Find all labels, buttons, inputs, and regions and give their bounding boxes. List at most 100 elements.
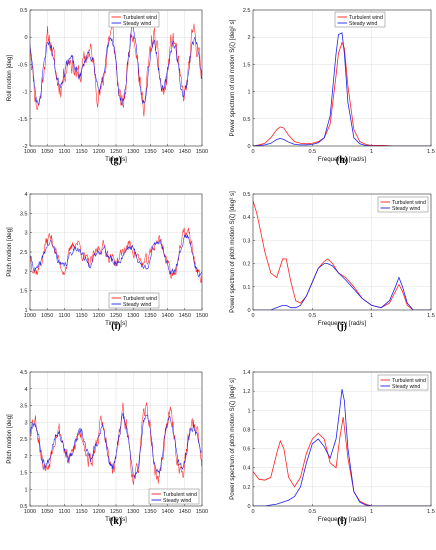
x-tick-label: 1450 bbox=[179, 149, 191, 155]
panel-caption: (h) bbox=[336, 155, 348, 166]
x-axis-label: Time [s] bbox=[105, 320, 127, 327]
x-tick-label: 1200 bbox=[93, 149, 105, 155]
y-axis-label: Power spectrum of pitch motion S(ζ) [deg… bbox=[229, 191, 236, 313]
y-tick-label: 1.5 bbox=[20, 471, 28, 477]
y-tick-label: 1 bbox=[24, 487, 27, 493]
y-tick-label: 0 bbox=[247, 308, 250, 314]
legend-box bbox=[108, 292, 160, 309]
x-tick-label: 1250 bbox=[110, 149, 122, 155]
y-axis-label: Power spectrum of pitch motion S(ζ) [deg… bbox=[229, 378, 236, 500]
panel-caption: (k) bbox=[110, 516, 122, 527]
x-tick-label: 0.5 bbox=[309, 149, 317, 155]
x-tick-label: 0 bbox=[251, 509, 254, 515]
series-line-steady bbox=[253, 32, 431, 146]
x-axis-label: Frequency [rad/s] bbox=[318, 320, 366, 327]
y-tick-label: 1 bbox=[24, 308, 27, 314]
x-tick-label: 1100 bbox=[58, 313, 70, 319]
x-tick-label: 1350 bbox=[144, 149, 156, 155]
x-tick-label: 1400 bbox=[161, 313, 173, 319]
y-tick-label: 0 bbox=[247, 144, 250, 150]
panel-caption: (i) bbox=[111, 321, 120, 332]
x-tick-label: 1350 bbox=[144, 313, 156, 319]
y-tick-label: 0 bbox=[247, 504, 250, 510]
y-tick-label: 3 bbox=[24, 420, 27, 426]
x-tick-label: 1.5 bbox=[427, 149, 435, 155]
y-tick-label: 1.4 bbox=[243, 370, 251, 376]
y-axis-label: Pitch motion [deg] bbox=[6, 227, 13, 277]
series-line-steady bbox=[30, 412, 202, 479]
y-tick-label: 0.2 bbox=[243, 262, 251, 268]
x-tick-label: 1300 bbox=[127, 149, 139, 155]
plot-area bbox=[253, 10, 431, 146]
x-tick-label: 1450 bbox=[179, 509, 191, 515]
x-tick-label: 1000 bbox=[24, 313, 36, 319]
x-tick-label: 1450 bbox=[179, 313, 191, 319]
y-tick-label: 2.5 bbox=[243, 8, 251, 14]
legend-label: Steady wind bbox=[392, 206, 420, 212]
series-line-turbulent bbox=[253, 41, 431, 146]
y-tick-label: 0.5 bbox=[20, 8, 28, 14]
y-tick-label: 0.4 bbox=[243, 215, 251, 221]
y-tick-label: 0.3 bbox=[243, 238, 251, 244]
y-tick-label: 0.4 bbox=[243, 466, 251, 472]
y-tick-label: 4 bbox=[24, 387, 27, 393]
legend-label: Steady wind bbox=[123, 302, 151, 308]
legend-label: Turbulent wind bbox=[163, 492, 197, 498]
x-tick-label: 1250 bbox=[110, 509, 122, 515]
x-tick-label: 1350 bbox=[144, 509, 156, 515]
x-tick-label: 1050 bbox=[41, 509, 53, 515]
chart-h: 0 0.5 1 1.5 0 0.5 1 1.5 2 2.5 Frequency [rad/s] Pow… bbox=[229, 8, 435, 166]
x-tick-label: 1250 bbox=[110, 313, 122, 319]
x-tick-label: 1400 bbox=[161, 149, 173, 155]
y-tick-label: 2 bbox=[24, 454, 27, 460]
x-tick-label: 1050 bbox=[41, 313, 53, 319]
x-tick-label: 0 bbox=[251, 313, 254, 319]
chart-l: 0 0.5 1 1.5 0 0.2 0.4 0.6 0.8 1 1.2 1.4 Frequency [r… bbox=[229, 370, 435, 527]
x-tick-label: 0.5 bbox=[309, 509, 317, 515]
y-tick-label: 2 bbox=[24, 269, 27, 275]
y-tick-label: -0.5 bbox=[18, 62, 27, 68]
axes-frame bbox=[252, 371, 432, 507]
y-tick-label: 1.2 bbox=[243, 389, 251, 395]
y-tick-label: 2.5 bbox=[20, 437, 28, 443]
x-tick-label: 1150 bbox=[76, 313, 88, 319]
legend-label: Turbulent wind bbox=[349, 15, 383, 21]
x-tick-label: 1.5 bbox=[427, 313, 435, 319]
plot-area bbox=[253, 372, 431, 506]
chart-k: 1000 1050 1100 1150 1200 1250 1300 1350 1400 1450… bbox=[6, 370, 208, 527]
y-tick-label: 0.2 bbox=[243, 485, 251, 491]
y-tick-label: 1 bbox=[247, 408, 250, 414]
series-line-steady bbox=[30, 234, 202, 278]
legend-label: Turbulent wind bbox=[392, 200, 426, 206]
chart-g: 1000 1050 1100 1150 1200 1250 1300 1350 1400 1450… bbox=[6, 8, 208, 166]
x-tick-label: 1200 bbox=[93, 509, 105, 515]
axes-frame bbox=[252, 193, 432, 311]
legend-box bbox=[148, 488, 200, 505]
x-tick-label: 1150 bbox=[76, 149, 88, 155]
x-tick-label: 1500 bbox=[196, 313, 208, 319]
legend-box bbox=[334, 11, 386, 28]
y-tick-label: -2 bbox=[23, 144, 28, 150]
y-tick-label: 0.5 bbox=[243, 117, 251, 123]
x-tick-label: 1300 bbox=[127, 313, 139, 319]
legend-label: Steady wind bbox=[163, 498, 191, 504]
x-tick-label: 1 bbox=[370, 313, 373, 319]
y-tick-label: 3 bbox=[24, 231, 27, 237]
panel-caption: (g) bbox=[110, 155, 122, 166]
x-axis-label: Frequency [rad/s] bbox=[318, 516, 366, 523]
legend-label: Steady wind bbox=[392, 384, 420, 390]
legend-label: Turbulent wind bbox=[123, 15, 157, 21]
x-tick-label: 1 bbox=[370, 149, 373, 155]
x-tick-label: 0.5 bbox=[309, 313, 317, 319]
legend-label: Turbulent wind bbox=[392, 378, 426, 384]
series-line-steady bbox=[30, 24, 202, 106]
y-tick-label: 3.5 bbox=[20, 404, 28, 410]
y-tick-label: 0.5 bbox=[20, 504, 28, 510]
y-tick-label: 0.6 bbox=[243, 447, 251, 453]
x-tick-label: 1000 bbox=[24, 509, 36, 515]
y-tick-label: 4.5 bbox=[20, 370, 28, 376]
x-tick-label: 1300 bbox=[127, 509, 139, 515]
